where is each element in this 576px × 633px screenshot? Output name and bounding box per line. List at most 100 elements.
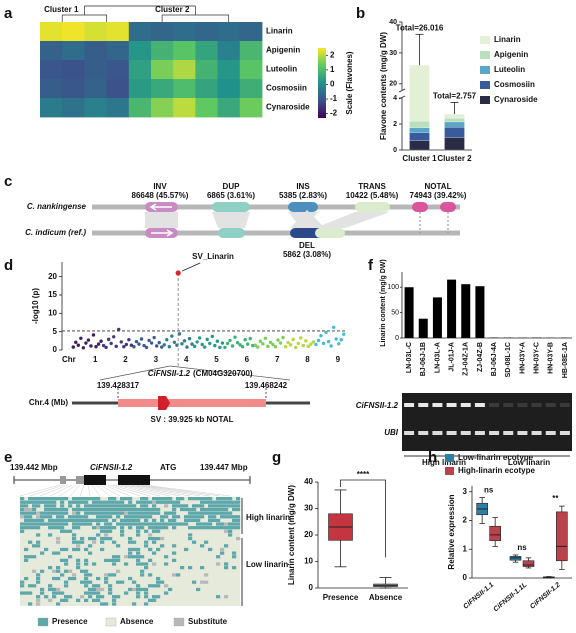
x-tick-label: HN-03Y-B	[548, 342, 555, 374]
y-tick-label: 40	[389, 19, 397, 26]
matrix-cell	[128, 507, 133, 512]
matrix-cell	[52, 507, 57, 512]
snp-point	[324, 330, 328, 335]
matrix-cell	[144, 522, 149, 526]
matrix-cell	[68, 569, 73, 573]
matrix-cell	[60, 500, 65, 504]
matrix-cell	[60, 504, 65, 508]
matrix-cell	[196, 587, 201, 592]
matrix-cell	[196, 515, 201, 519]
matrix-cell	[28, 526, 33, 530]
matrix-cell	[120, 504, 125, 508]
fan-line	[143, 484, 231, 497]
matrix-cell	[192, 580, 197, 584]
matrix-cell	[228, 522, 233, 526]
heatmap-cell	[106, 98, 130, 118]
start-coordinate: 139.428317	[97, 381, 140, 390]
matrix-cell	[84, 518, 89, 523]
gene-name: CiFNSII-1.2	[90, 463, 133, 472]
matrix-cell	[216, 562, 221, 566]
matrix-cell	[152, 529, 157, 533]
matrix-cell	[112, 598, 117, 602]
matrix-cell	[68, 529, 73, 533]
matrix-cell	[172, 515, 177, 519]
legend-label: Cosmosiin	[494, 80, 535, 89]
matrix-cell	[64, 558, 69, 562]
matrix-cell	[136, 518, 141, 523]
matrix-cell	[224, 522, 229, 526]
matrix-cell	[68, 576, 73, 581]
y-tick-label: 15	[48, 290, 57, 299]
matrix-cell	[48, 518, 53, 523]
matrix-cell	[128, 522, 133, 526]
x-tick-label: CiFNSII-1.1	[462, 582, 495, 611]
matrix-cell	[148, 584, 153, 588]
matrix-cell	[28, 507, 33, 512]
matrix-cell	[152, 536, 157, 541]
matrix-cell	[56, 507, 61, 512]
snp-point	[299, 336, 303, 340]
snp-point	[96, 342, 101, 346]
peak-arrow	[182, 262, 201, 272]
gel-band	[432, 431, 443, 435]
matrix-cell	[108, 529, 113, 533]
matrix-cell	[80, 507, 85, 512]
matrix-cell	[64, 595, 69, 599]
group-label: High linarin	[422, 458, 466, 467]
matrix-cell	[236, 518, 241, 523]
y-axis-title: Linarin content (mg/g DW)	[287, 485, 296, 585]
matrix-cell	[112, 511, 117, 515]
matrix-cell	[148, 526, 153, 530]
matrix-cell	[160, 526, 165, 530]
matrix-cell	[100, 507, 105, 512]
link	[212, 212, 250, 228]
significance-label: ns	[517, 543, 527, 552]
gel-band	[503, 431, 514, 435]
snp-point	[238, 343, 242, 347]
matrix-cell	[108, 515, 113, 519]
matrix-cell	[60, 598, 65, 602]
heatmap-cell	[151, 22, 174, 42]
matrix-cell	[84, 591, 89, 595]
sv-type: DEL	[299, 241, 315, 250]
matrix-cell	[36, 576, 41, 581]
matrix-cell	[120, 500, 125, 504]
matrix-cell	[72, 547, 77, 552]
matrix-cell	[136, 529, 141, 533]
snp-point	[223, 345, 227, 350]
matrix-cell	[52, 591, 57, 595]
matrix-cell	[44, 504, 49, 508]
legend-label: Presence	[52, 617, 88, 626]
matrix-cell	[168, 518, 173, 523]
matrix-cell	[172, 507, 177, 512]
matrix-cell	[204, 573, 209, 577]
matrix-cell	[92, 598, 97, 602]
matrix-cell	[160, 536, 165, 541]
matrix-cell	[160, 497, 165, 501]
matrix-cell	[104, 576, 109, 581]
snp-point	[137, 342, 141, 346]
matrix-cell	[32, 500, 37, 504]
heatmap-cell	[106, 60, 130, 80]
matrix-cell	[216, 497, 221, 501]
matrix-cell	[112, 555, 117, 559]
matrix-cell	[60, 511, 65, 515]
matrix-cell	[64, 562, 69, 566]
snp-point	[79, 336, 83, 340]
snp-point	[273, 345, 278, 349]
matrix-cell	[200, 526, 205, 530]
legend-label: Apigenin	[494, 50, 528, 59]
matrix-cell	[140, 555, 145, 559]
snp-point	[334, 337, 338, 341]
matrix-cell	[96, 507, 101, 512]
matrix-cell	[72, 497, 77, 501]
snp-point	[84, 341, 88, 345]
heatmap-cell	[62, 98, 85, 118]
matrix-cell	[224, 562, 229, 566]
matrix-cell	[176, 497, 181, 501]
matrix-cell	[64, 580, 69, 584]
snp-point	[281, 335, 285, 340]
matrix-cell	[224, 595, 229, 599]
matrix-cell	[136, 507, 141, 512]
matrix-cell	[88, 511, 93, 515]
